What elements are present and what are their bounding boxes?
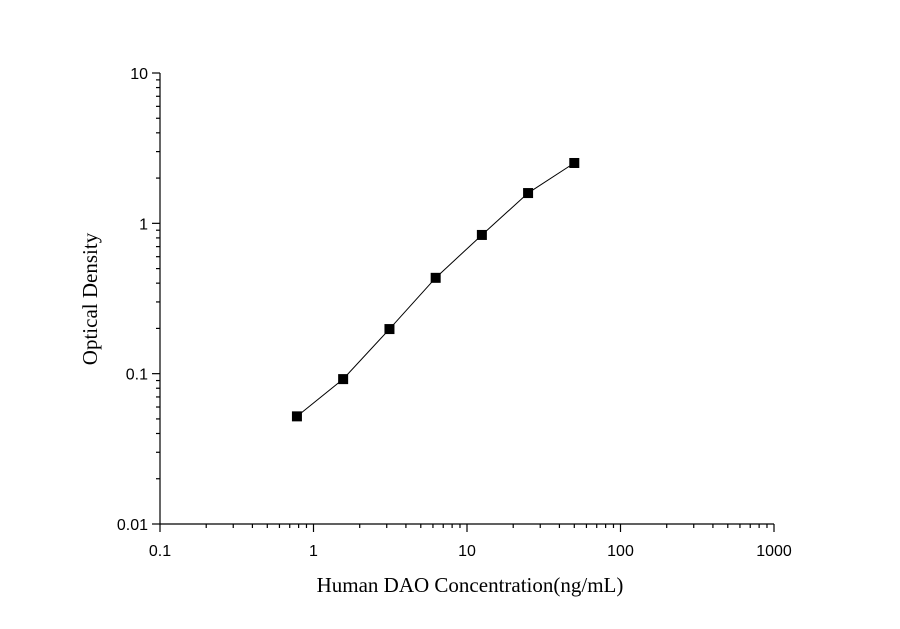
data-point [430, 272, 441, 283]
x-tick-label: 0.1 [149, 543, 171, 560]
y-tick-label: 10 [130, 66, 148, 83]
data-point [291, 411, 302, 422]
x-axis-title: Human DAO Concentration(ng/mL) [317, 573, 624, 597]
y-tick-label: 1 [139, 216, 148, 233]
data-point [384, 324, 395, 335]
y-tick-label: 0.01 [117, 517, 148, 534]
data-point [569, 157, 580, 168]
y-tick-label: 0.1 [126, 367, 148, 384]
x-tick-label: 1 [309, 543, 318, 560]
data-point [338, 374, 349, 385]
data-point [523, 188, 534, 199]
y-axis-title: Optical Density [78, 232, 102, 365]
x-tick-label: 1000 [756, 543, 792, 560]
x-tick-label: 10 [458, 543, 476, 560]
data-point [476, 229, 487, 240]
x-tick-label: 100 [607, 543, 634, 560]
